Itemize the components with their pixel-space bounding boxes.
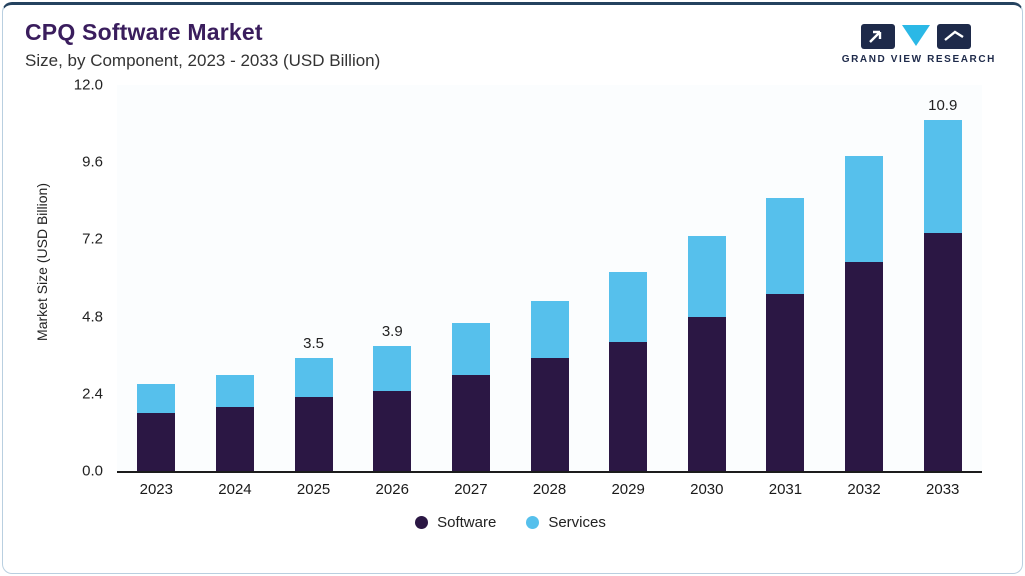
logo-text: GRAND VIEW RESEARCH [841,54,996,65]
bar-column: 10.9 [903,85,982,471]
bar-segment-services [609,271,648,343]
x-axis-label: 2032 [847,481,881,498]
x-axis-label: 2026 [375,481,409,498]
bar-column: 3.9 [353,85,432,471]
bar-segment-software [137,413,176,471]
bar-segment-services [530,300,569,359]
legend-dot-services [526,516,540,529]
x-axis-label: 2031 [768,481,803,498]
plot-area: 3.5 3.9 10.9 0.0 2.4 4.8 7.2 9.6 12.0 [74,77,982,480]
logo-icon [860,24,971,49]
bar-segment-services [373,345,412,391]
bar-segment-services [845,155,884,262]
legend: Software Services [25,514,996,531]
legend-label: Services [548,514,606,531]
bar-segment-services [137,384,176,414]
bar-segment-software [294,397,333,471]
x-axis: 2023 2024 2025 2026 2027 2028 2029 2030 2031 2032… [117,481,982,498]
bar-segment-software [530,358,569,471]
bar-column: 3.5 [274,85,353,471]
x-axis-label: 2033 [926,481,960,498]
y-axis-title-column: Market Size (USD Billion) [25,85,59,498]
title-block: CPQ Software Market Size, by Component, … [25,19,380,71]
y-tick-label: 2.4 [82,385,103,403]
bars-container: 3.5 3.9 10.9 [117,85,982,471]
y-tick-label: 12.0 [73,76,103,94]
legend-label: Software [437,514,497,531]
x-axis-label: 2030 [690,481,724,498]
bar-segment-services [215,374,254,407]
bar-total-label: 3.5 [303,335,325,353]
x-axis-label: 2024 [218,481,252,498]
bar-segment-software [215,406,254,471]
bar-column [196,85,275,471]
page-subtitle: Size, by Component, 2023 - 2033 (USD Bil… [25,51,381,70]
x-axis-label: 2025 [296,481,331,498]
bar-column [117,85,196,471]
bar-column [510,85,589,471]
x-axis-label: 2029 [611,481,645,498]
grand-view-research-logo: GRAND VIEW RESEARCH [842,23,996,65]
bar-segment-software [687,316,726,471]
bar-segment-services [294,358,333,398]
y-tick-label: 0.0 [82,462,103,480]
x-axis-label: 2027 [454,481,488,498]
bar-segment-services [687,236,726,317]
bar-column [589,85,668,471]
bar-total-label: 10.9 [928,97,958,115]
page-title: CPQ Software Market [25,19,263,45]
bar-column [432,85,511,471]
bar-segment-services [766,197,805,295]
x-axis-label: 2028 [532,481,567,498]
legend-item-software: Software [415,514,496,531]
bar-column [667,85,746,471]
bar-segment-services [451,323,490,375]
chart: Market Size (USD Billion) 3.5 3.9 10.9 0.0… [25,77,996,498]
legend-item-services: Services [526,514,606,531]
y-axis-title: Market Size (USD Billion) [34,182,50,341]
bar-segment-services [923,120,962,233]
bar-segment-software [609,342,648,471]
bar-segment-software [845,261,884,471]
bar-column [825,85,904,471]
bar-segment-software [923,232,962,471]
header: CPQ Software Market Size, by Component, … [25,19,996,71]
bar-segment-software [451,374,490,471]
x-axis-label: 2023 [139,481,173,498]
plot-wrapper: 3.5 3.9 10.9 0.0 2.4 4.8 7.2 9.6 12.0 2023 2024 2… [59,77,982,498]
y-tick-label: 9.6 [82,153,103,171]
y-tick-label: 4.8 [82,308,103,326]
bar-segment-software [373,390,412,471]
bar-column [746,85,825,471]
y-tick-label: 7.2 [82,230,103,248]
legend-dot-software [415,516,429,529]
bar-total-label: 3.9 [381,322,403,340]
bar-segment-software [766,294,805,471]
